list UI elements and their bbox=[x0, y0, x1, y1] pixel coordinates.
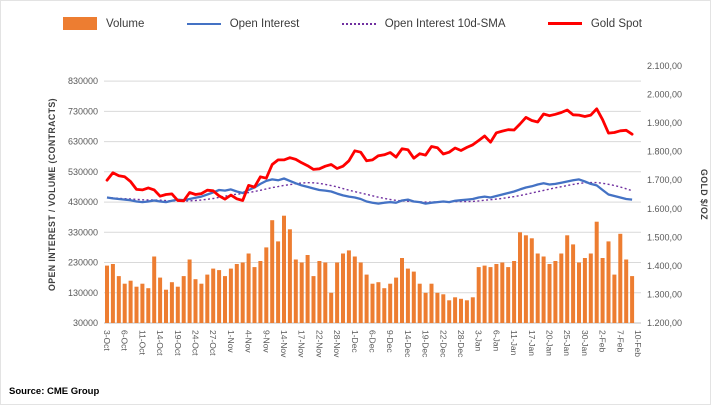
source-note: Source: CME Group bbox=[9, 386, 100, 397]
svg-text:2.100,00: 2.100,00 bbox=[647, 61, 682, 71]
svg-text:11-Oct: 11-Oct bbox=[137, 330, 147, 356]
svg-text:1.500,00: 1.500,00 bbox=[647, 232, 682, 242]
svg-text:6-Dec: 6-Dec bbox=[368, 330, 378, 353]
legend-item-gold-spot: Gold Spot bbox=[547, 17, 642, 30]
svg-text:22-Dec: 22-Dec bbox=[438, 330, 448, 358]
svg-text:9-Nov: 9-Nov bbox=[261, 330, 271, 353]
svg-text:1.200,00: 1.200,00 bbox=[647, 318, 682, 328]
svg-text:24-Oct: 24-Oct bbox=[191, 330, 201, 356]
svg-text:430000: 430000 bbox=[68, 197, 98, 207]
svg-text:330000: 330000 bbox=[68, 227, 98, 237]
svg-text:28-Nov: 28-Nov bbox=[332, 330, 342, 358]
svg-text:3-Jan: 3-Jan bbox=[474, 330, 484, 352]
svg-text:6-Oct: 6-Oct bbox=[120, 330, 130, 351]
svg-text:19-Oct: 19-Oct bbox=[173, 330, 183, 356]
svg-text:25-Jan: 25-Jan bbox=[562, 330, 572, 356]
svg-text:4-Nov: 4-Nov bbox=[244, 330, 254, 353]
legend-item-oi-sma: Open Interest 10d-SMA bbox=[341, 17, 506, 30]
svg-text:17-Jan: 17-Jan bbox=[527, 330, 537, 356]
legend-item-open-interest: Open Interest bbox=[186, 17, 300, 30]
svg-text:22-Nov: 22-Nov bbox=[314, 330, 324, 358]
svg-text:530000: 530000 bbox=[68, 167, 98, 177]
svg-text:11-Jan: 11-Jan bbox=[509, 330, 519, 356]
svg-text:14-Oct: 14-Oct bbox=[155, 330, 165, 356]
chart-legend: Volume Open Interest Open Interest 10d-S… bbox=[63, 17, 642, 30]
svg-text:1.700,00: 1.700,00 bbox=[647, 175, 682, 185]
svg-text:1.400,00: 1.400,00 bbox=[647, 261, 682, 271]
svg-text:130000: 130000 bbox=[68, 288, 98, 298]
svg-text:6-Jan: 6-Jan bbox=[491, 330, 501, 352]
svg-text:30000: 30000 bbox=[73, 318, 98, 328]
legend-label-volume: Volume bbox=[106, 17, 145, 30]
svg-text:830000: 830000 bbox=[68, 76, 98, 86]
legend-swatch-gold-spot bbox=[547, 22, 582, 25]
svg-text:1.600,00: 1.600,00 bbox=[647, 204, 682, 214]
legend-label-gold-spot: Gold Spot bbox=[590, 17, 642, 30]
svg-text:14-Dec: 14-Dec bbox=[403, 330, 413, 358]
svg-text:19-Dec: 19-Dec bbox=[421, 330, 431, 358]
legend-label-oi-sma: Open Interest 10d-SMA bbox=[384, 17, 506, 30]
svg-text:27-Oct: 27-Oct bbox=[208, 330, 218, 356]
svg-text:14-Nov: 14-Nov bbox=[279, 330, 289, 358]
svg-text:1.900,00: 1.900,00 bbox=[647, 118, 682, 128]
legend-item-volume: Volume bbox=[63, 17, 144, 30]
svg-text:2-Feb: 2-Feb bbox=[598, 330, 608, 352]
svg-text:10-Feb: 10-Feb bbox=[633, 330, 643, 357]
svg-text:3-Oct: 3-Oct bbox=[102, 330, 112, 351]
svg-text:630000: 630000 bbox=[68, 137, 98, 147]
svg-text:1.800,00: 1.800,00 bbox=[647, 147, 682, 157]
svg-text:1-Nov: 1-Nov bbox=[226, 330, 236, 353]
svg-text:1-Dec: 1-Dec bbox=[350, 330, 360, 353]
svg-text:1.300,00: 1.300,00 bbox=[647, 289, 682, 299]
svg-text:9-Dec: 9-Dec bbox=[385, 330, 395, 353]
svg-text:17-Nov: 17-Nov bbox=[297, 330, 307, 358]
svg-text:730000: 730000 bbox=[68, 106, 98, 116]
legend-swatch-open-interest bbox=[186, 22, 221, 25]
svg-text:OPEN INTEREST / VOLUME (CONTRA: OPEN INTEREST / VOLUME (CONTRACTS) bbox=[47, 98, 57, 291]
svg-text:2.000,00: 2.000,00 bbox=[647, 90, 682, 100]
legend-swatch-volume bbox=[63, 17, 97, 30]
svg-text:GOLD $/OZ: GOLD $/OZ bbox=[699, 169, 709, 220]
svg-text:28-Dec: 28-Dec bbox=[456, 330, 466, 358]
svg-text:30-Jan: 30-Jan bbox=[580, 330, 590, 356]
svg-text:20-Jan: 20-Jan bbox=[545, 330, 555, 356]
svg-text:230000: 230000 bbox=[68, 258, 98, 268]
svg-text:7-Feb: 7-Feb bbox=[615, 330, 625, 352]
legend-swatch-oi-sma bbox=[341, 22, 376, 25]
legend-label-open-interest: Open Interest bbox=[229, 17, 300, 30]
